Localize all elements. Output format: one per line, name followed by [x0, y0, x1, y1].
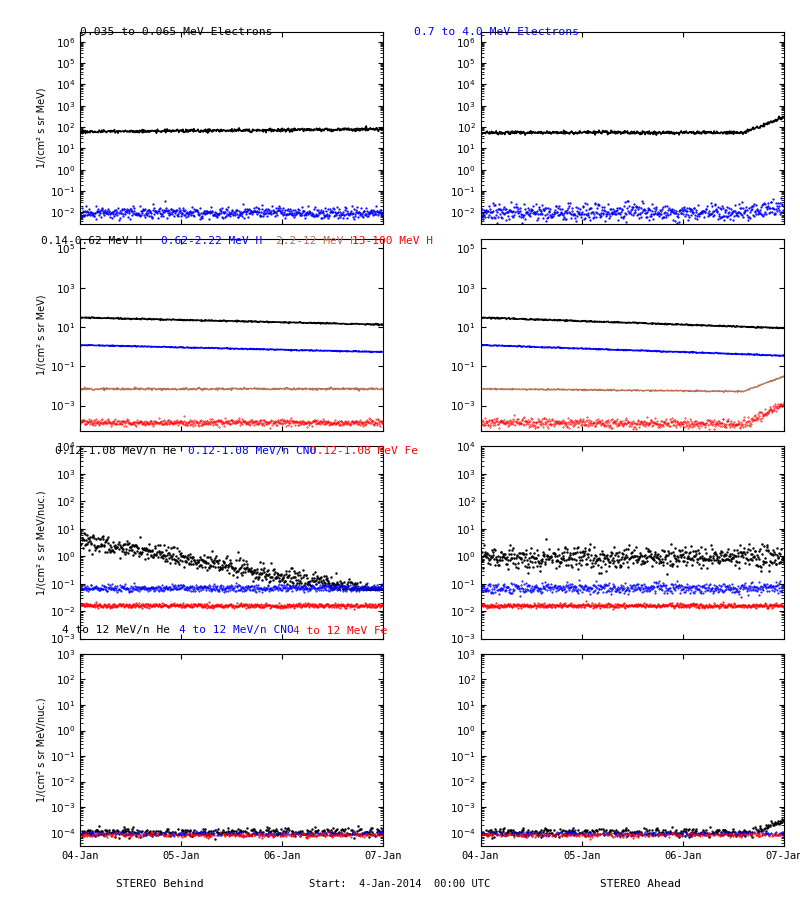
Y-axis label: 1/(cm² s sr MeV): 1/(cm² s sr MeV)	[37, 87, 47, 167]
Text: 0.12-1.08 MeV/n He: 0.12-1.08 MeV/n He	[55, 446, 177, 456]
Text: 0.035 to 0.065 MeV Electrons: 0.035 to 0.065 MeV Electrons	[80, 27, 272, 37]
Text: 4 to 12 MeV Fe: 4 to 12 MeV Fe	[293, 626, 387, 635]
Y-axis label: 1/(cm² s sr MeV/nuc.): 1/(cm² s sr MeV/nuc.)	[37, 698, 46, 802]
Text: 4 to 12 MeV/n CNO: 4 to 12 MeV/n CNO	[178, 626, 294, 635]
Text: 4 to 12 MeV/n He: 4 to 12 MeV/n He	[62, 626, 170, 635]
Text: Start:  4-Jan-2014  00:00 UTC: Start: 4-Jan-2014 00:00 UTC	[310, 879, 490, 889]
Y-axis label: 1/(cm² s sr MeV/nuc.): 1/(cm² s sr MeV/nuc.)	[37, 491, 47, 595]
Y-axis label: 1/(cm² s sr MeV): 1/(cm² s sr MeV)	[37, 295, 47, 375]
Text: 2.2-12 MeV H: 2.2-12 MeV H	[275, 236, 357, 246]
Text: 13-100 MeV H: 13-100 MeV H	[351, 236, 433, 246]
Text: 0.12-1.08 MeV/n CNO: 0.12-1.08 MeV/n CNO	[188, 446, 316, 456]
Text: 0.62-2.22 MeV H: 0.62-2.22 MeV H	[162, 236, 262, 246]
Text: 0.14-0.62 MeV H: 0.14-0.62 MeV H	[42, 236, 142, 246]
Text: STEREO Ahead: STEREO Ahead	[599, 879, 681, 889]
Text: 0.12-1.08 MeV Fe: 0.12-1.08 MeV Fe	[310, 446, 418, 456]
Text: 0.7 to 4.0 MeV Electrons: 0.7 to 4.0 MeV Electrons	[414, 27, 578, 37]
Text: STEREO Behind: STEREO Behind	[116, 879, 204, 889]
